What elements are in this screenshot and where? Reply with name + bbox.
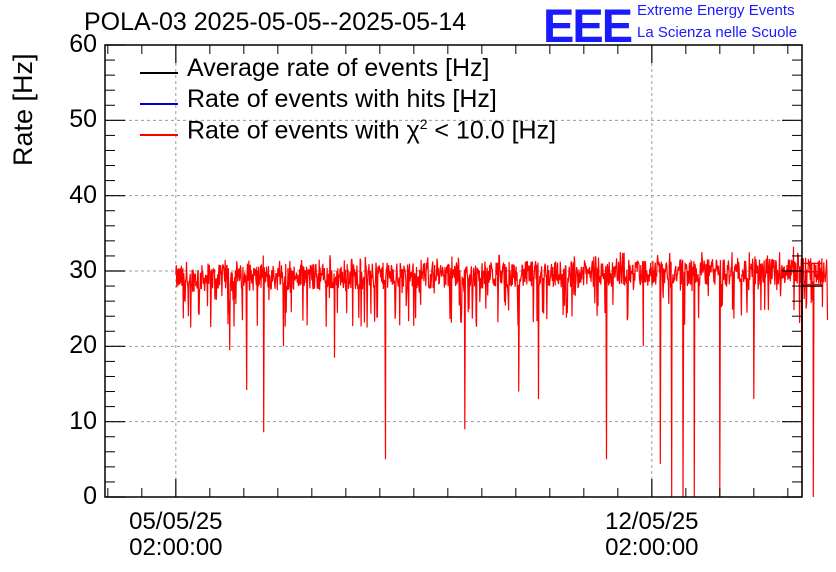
legend-label-chi2: Rate of events with χ2 < 10.0 [Hz] [187, 116, 557, 145]
y-tick-label: 10 [69, 406, 97, 435]
plot-frame-rect [104, 44, 803, 498]
legend-swatch-chi2 [140, 134, 178, 136]
y-tick-label: 50 [69, 105, 97, 134]
series-chi2-line [175, 246, 829, 498]
y-tick-label: 20 [69, 331, 97, 360]
y-axis-label: Rate [Hz] [8, 53, 38, 166]
legend-swatch-average [140, 72, 178, 74]
chart-title: POLA-03 2025-05-05--2025-05-14 [84, 8, 467, 36]
x-tick-label: 05/05/25 02:00:00 [129, 508, 223, 561]
logo-line-1: Extreme Energy Events [637, 2, 795, 19]
y-tick-label: 40 [69, 180, 97, 209]
y-tick-label: 30 [69, 256, 97, 284]
eee-logo: EEE [543, 0, 633, 52]
legend-label-hits: Rate of events with hits [Hz] [187, 85, 497, 113]
plot-frame [104, 44, 803, 498]
plot-data [175, 246, 829, 498]
logo-line-2: La Scienza nelle Scuole [637, 24, 798, 41]
legend-swatch-hits [140, 103, 178, 105]
x-tick-label: 12/05/25 02:00:00 [605, 508, 699, 561]
y-tick-label: 0 [83, 482, 97, 510]
legend-label-average: Average rate of events [Hz] [187, 54, 490, 82]
y-tick-label: 60 [69, 30, 97, 58]
